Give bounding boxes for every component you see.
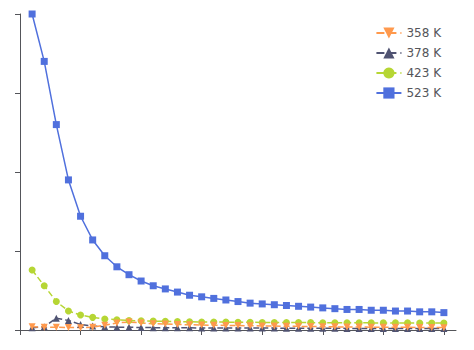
svg-text:423 K: 423 K [406, 66, 442, 80]
svg-text:378 K: 378 K [406, 46, 442, 60]
svg-text:523 K: 523 K [406, 86, 442, 100]
svg-text:358 K: 358 K [406, 26, 442, 40]
